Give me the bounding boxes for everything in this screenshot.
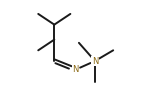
Text: N: N xyxy=(72,65,79,74)
Text: N: N xyxy=(92,57,98,66)
